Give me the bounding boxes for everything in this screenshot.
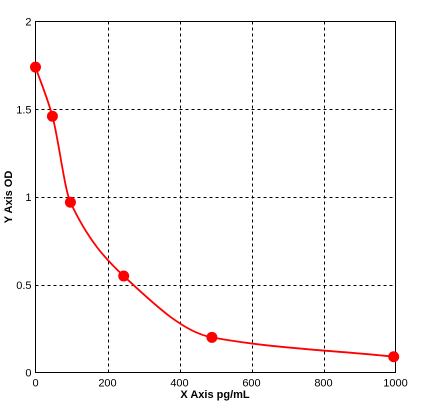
x-axis-tick-labels: 0 200 400 600 800 1000 (32, 378, 407, 390)
x-tick-label: 400 (170, 378, 188, 390)
data-point (206, 331, 218, 343)
x-tick-label: 800 (314, 378, 332, 390)
y-axis-tick-labels: 0 0.5 1 1.5 2 (16, 17, 31, 380)
data-point (64, 196, 76, 208)
y-axis-title: Y Axis OD (3, 171, 15, 224)
y-tick-label: 2 (25, 17, 31, 29)
y-tick-label: 0.5 (16, 280, 31, 292)
plot-frame (35, 21, 396, 373)
fit-curve (34, 66, 394, 358)
y-tick-label: 1 (25, 192, 31, 204)
y-tick-label: 0 (25, 368, 31, 380)
x-tick-label: 0 (32, 378, 38, 390)
x-tick-label: 1000 (383, 378, 407, 390)
x-axis-title: X Axis pg/mL (180, 389, 250, 401)
data-point (30, 61, 41, 73)
data-point (118, 270, 130, 282)
data-point (46, 110, 58, 122)
x-tick-label: 600 (242, 378, 260, 390)
grid (35, 21, 396, 373)
x-tick-label: 200 (98, 378, 116, 390)
data-point (388, 351, 400, 363)
data-points (30, 61, 400, 363)
y-tick-label: 1.5 (16, 104, 31, 116)
